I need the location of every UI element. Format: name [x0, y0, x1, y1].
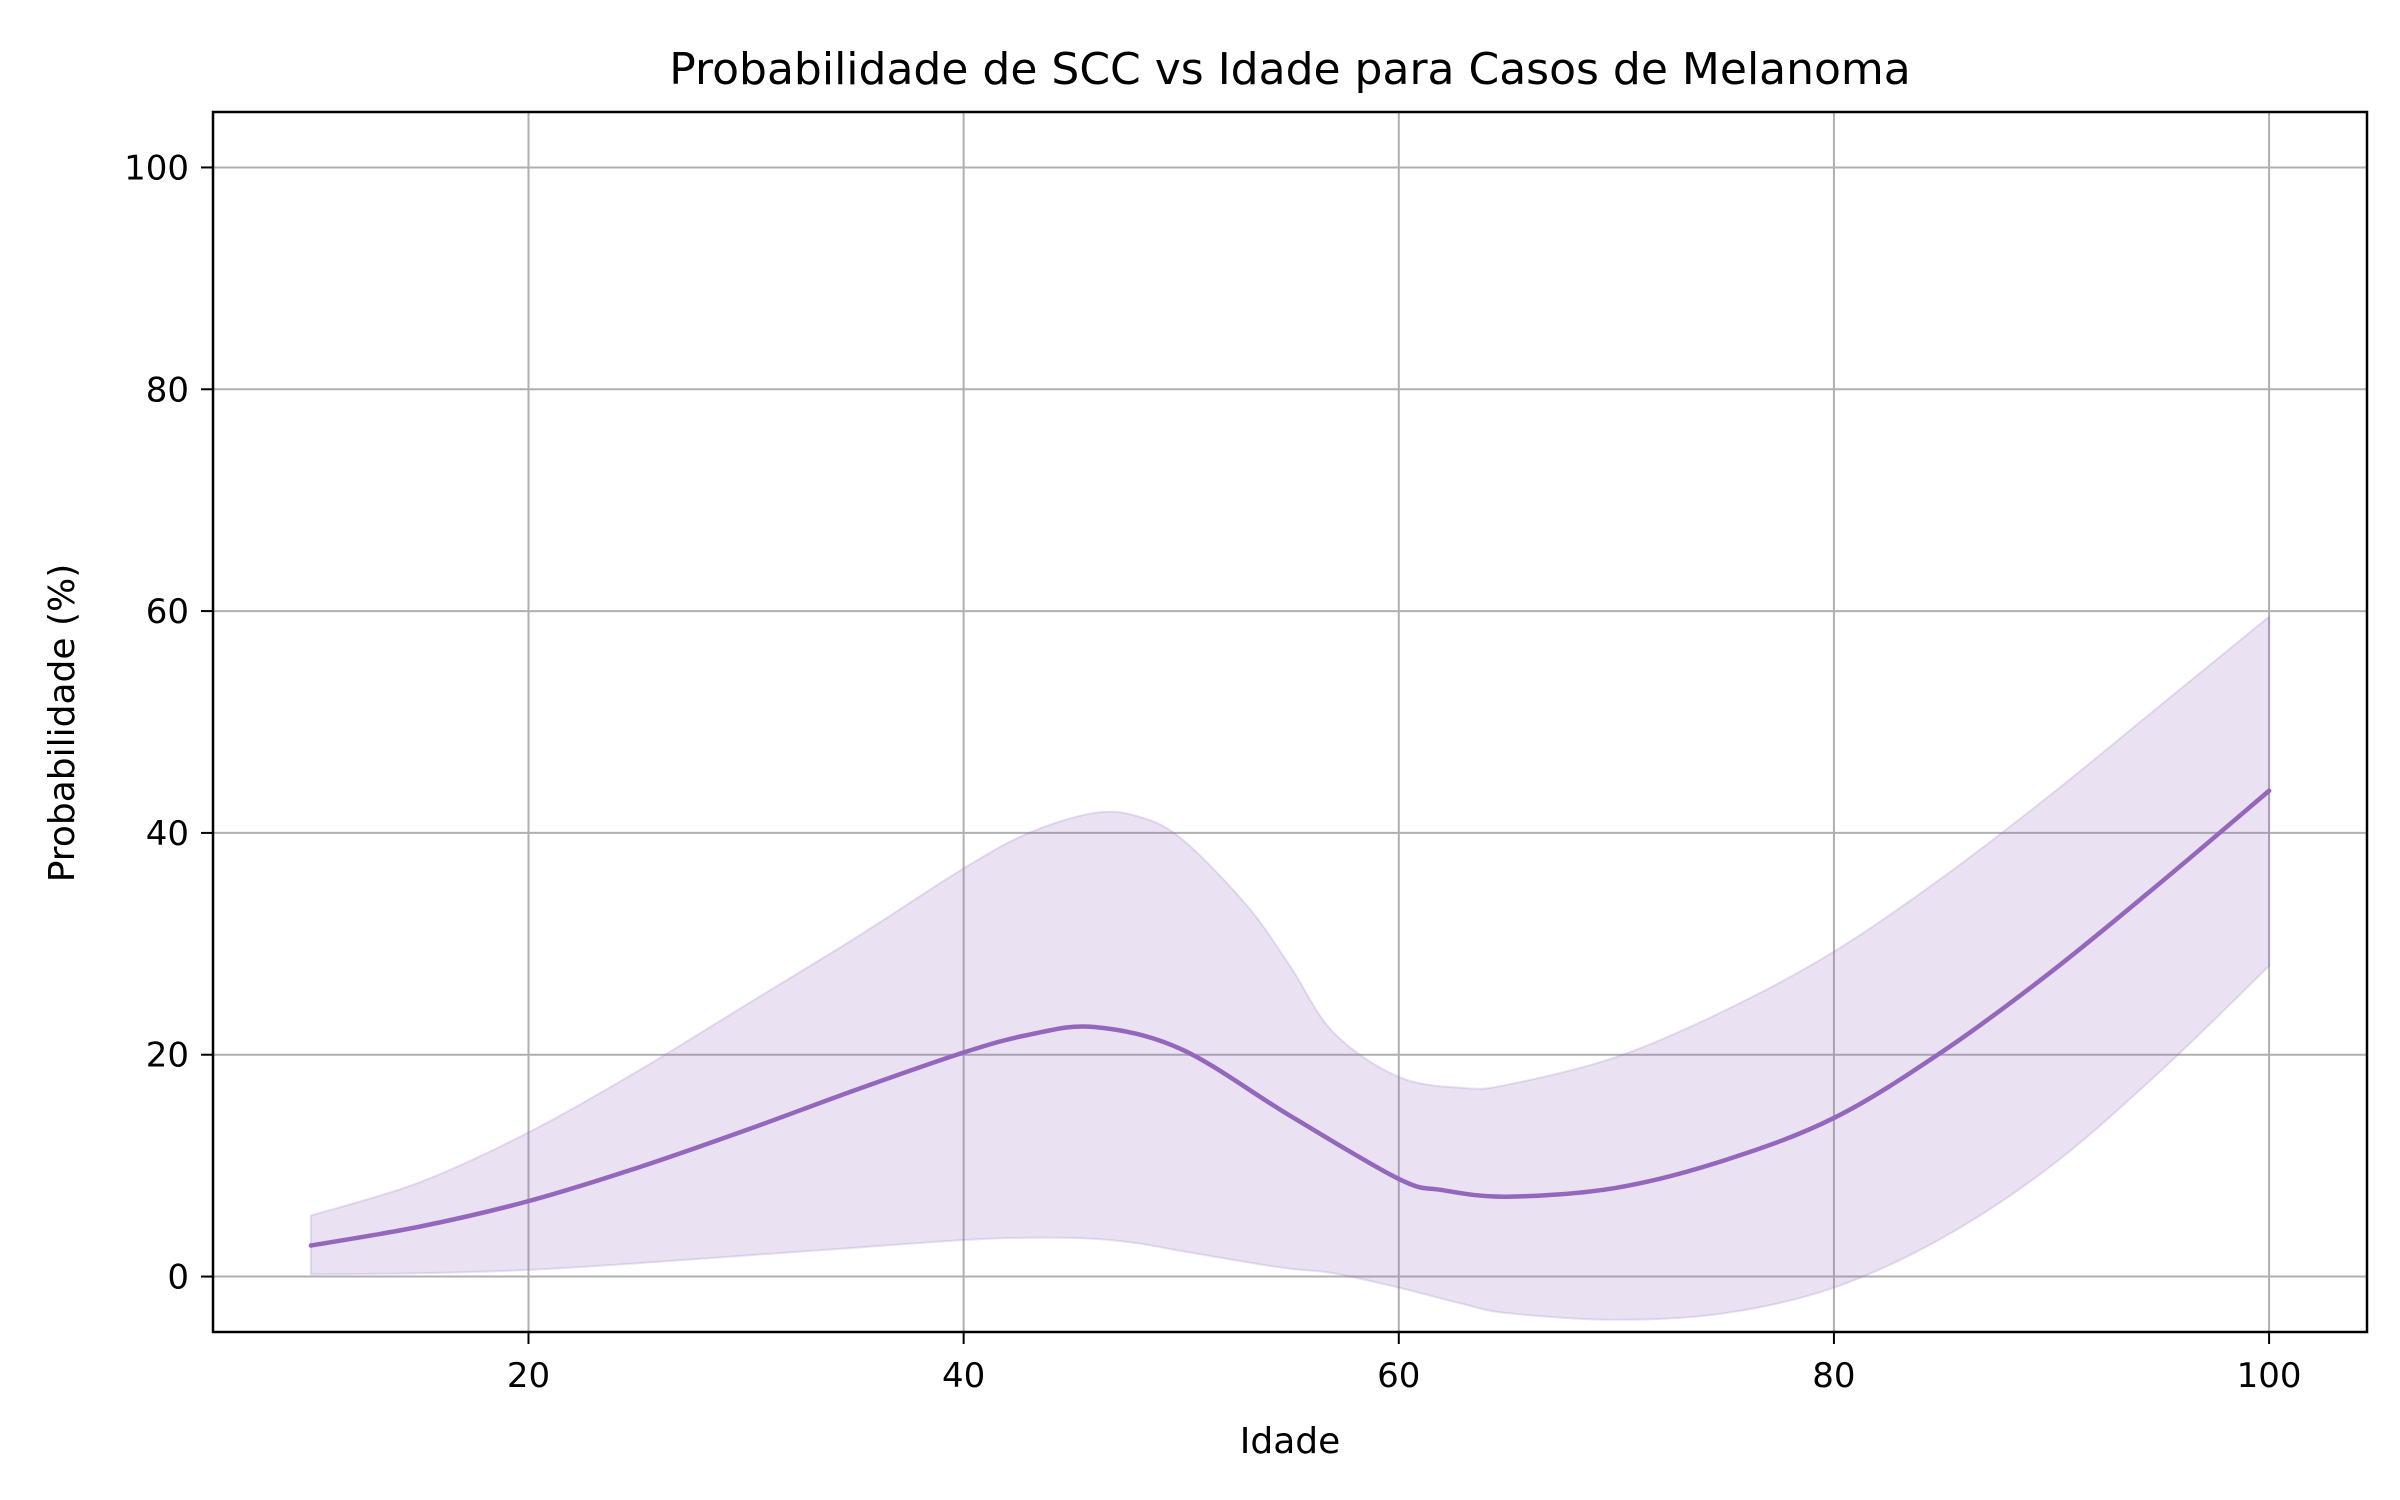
confidence-band: [309, 614, 2271, 1321]
x-tick-label-3: 80: [1812, 1356, 1855, 1396]
chart-title: Probabilidade de SCC vs Idade para Casos…: [669, 44, 1911, 95]
y-tick-label-1: 20: [146, 1036, 189, 1076]
confidence-band-layer: [309, 614, 2271, 1321]
x-tick-label-4: 100: [2237, 1356, 2302, 1396]
series-line-layer: [308, 788, 2272, 1248]
y-tick-layer: 0 20 40 60 80 100: [124, 148, 213, 1298]
y-tick-label-5: 100: [124, 148, 189, 188]
y-tick-label-2: 40: [146, 814, 189, 854]
y-tick-label-4: 80: [146, 370, 189, 410]
y-tick-label-3: 60: [146, 592, 189, 632]
plot-frame: [211, 110, 2369, 1334]
x-tick-label-0: 20: [507, 1356, 550, 1396]
y-tick-label-0: 0: [167, 1258, 189, 1298]
series-line: [308, 788, 2272, 1248]
x-tick-layer: 20 40 60 80 100: [507, 1332, 2302, 1396]
grid-layer: [213, 112, 2367, 1332]
x-tick-label-2: 60: [1377, 1356, 1420, 1396]
axes-layer: [211, 110, 2369, 1334]
x-tick-label-1: 40: [942, 1356, 985, 1396]
x-axis-title: Idade: [1240, 1421, 1341, 1462]
y-axis-title: Probabilidade (%): [42, 564, 83, 883]
